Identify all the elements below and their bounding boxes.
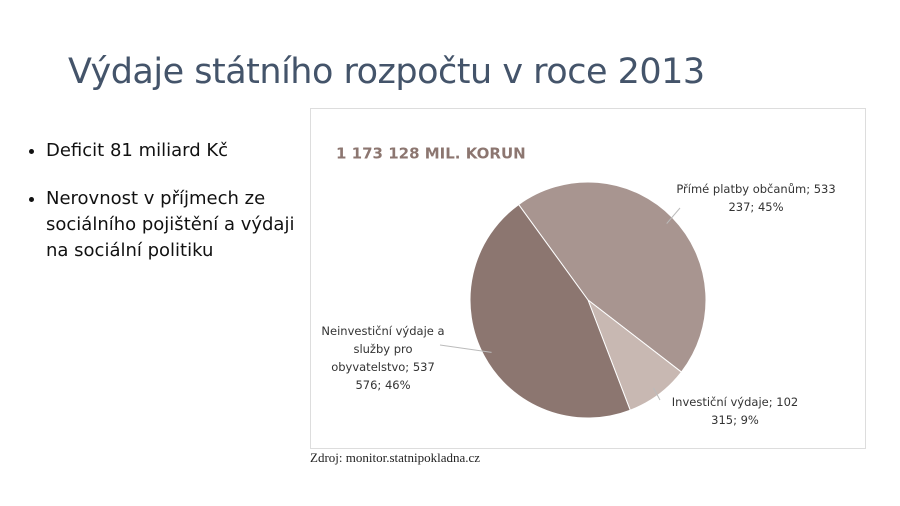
value-label: 533 237; 45% <box>728 182 836 214</box>
data-label: Neinvestiční výdaje a služby pro obyvate… <box>318 322 448 394</box>
pie-slice <box>469 203 631 419</box>
category-label: Přímé platby občanům; <box>676 182 811 196</box>
bullet-list: Deficit 81 miliard Kč Nerovnost v příjme… <box>22 138 318 286</box>
leader-line <box>439 344 492 353</box>
chart-frame <box>310 108 866 449</box>
data-label: Přímé platby občanům; 533 237; 45% <box>672 180 840 216</box>
data-label: Investiční výdaje; 102 315; 9% <box>660 393 810 429</box>
bullet: Deficit 81 miliard Kč <box>46 138 318 164</box>
category-label: Neinvestiční výdaje a služby pro obyvate… <box>321 324 445 374</box>
pie-slice <box>517 181 707 373</box>
leader-line <box>666 207 681 224</box>
leader-line <box>653 387 661 401</box>
bullet: Nerovnost v příjmech ze sociálního pojiš… <box>46 186 318 264</box>
slide-title: Výdaje státního rozpočtu v roce 2013 <box>68 52 705 92</box>
chart-title: 1 173 128 MIL. KORUN <box>336 145 526 163</box>
category-label: Investiční výdaje; <box>671 395 773 409</box>
value-label: 537 576; 46% <box>355 360 435 392</box>
value-label: 102 315; 9% <box>711 395 799 427</box>
source: Zdroj: monitor.statnipokladna.cz <box>310 450 481 465</box>
